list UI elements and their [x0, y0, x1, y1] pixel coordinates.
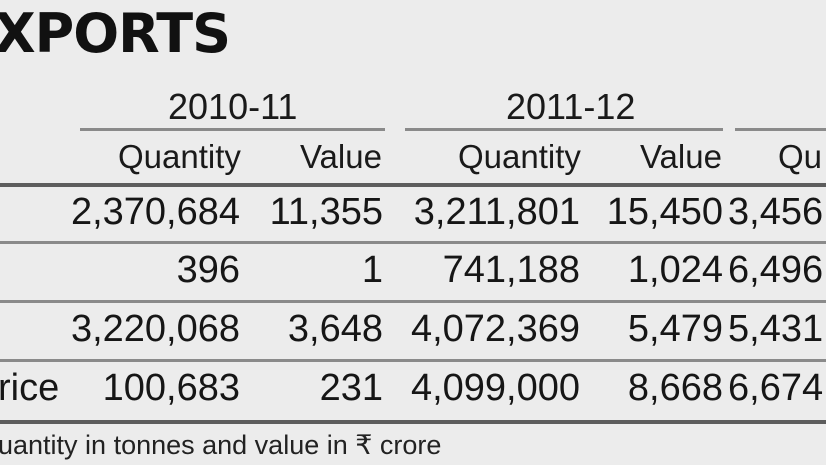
cell-val-2010-11: 231: [319, 367, 383, 409]
header-quantity-2010-11: Quantity: [118, 138, 241, 175]
cell-val-2010-11: 11,355: [269, 191, 383, 233]
table-bottom-rule: [0, 420, 826, 424]
cell-qty-2011-12: 3,211,801: [413, 191, 580, 233]
year-rule-2: [405, 128, 723, 131]
row-rule: [0, 300, 826, 303]
cell-qty-2011-12: 741,188: [442, 249, 580, 291]
cell-val-2011-12: 8,668: [627, 367, 723, 409]
cell-qty-next: 6,496: [728, 249, 824, 291]
header-quantity-2011-12: Quantity: [458, 138, 581, 175]
row-rule: [0, 241, 826, 244]
cell-val-2011-12: 5,479: [627, 308, 723, 350]
header-value-2011-12: Value: [640, 138, 722, 175]
cell-val-2010-11: 3,648: [287, 308, 383, 350]
cell-qty-2010-11: 3,220,068: [70, 308, 240, 350]
cell-qty-2011-12: 4,072,369: [410, 308, 580, 350]
header-rule: [0, 183, 826, 187]
year-rule-3: [735, 128, 826, 131]
cell-val-2011-12: 1,024: [627, 249, 723, 291]
year-heading-2011-12: 2011-12: [506, 86, 636, 127]
cell-qty-next: 3,456: [728, 191, 824, 233]
cell-qty-next: 6,674: [728, 367, 824, 409]
cell-qty-2011-12: 4,099,000: [410, 367, 580, 409]
cell-val-2011-12: 15,450: [606, 191, 723, 233]
header-quantity-partial: Qu: [778, 138, 823, 175]
row-rule: [0, 359, 826, 362]
page-title: XPORTS: [0, 2, 231, 65]
cell-qty-2010-11: 100,683: [102, 367, 240, 409]
row-label: rice: [0, 367, 60, 409]
year-rule-1: [80, 128, 385, 131]
cell-qty-next: 5,431: [728, 308, 824, 350]
header-value-2010-11: Value: [300, 138, 382, 175]
cell-qty-2010-11: 2,370,684: [70, 191, 240, 233]
year-heading-2010-11: 2010-11: [168, 86, 298, 127]
cell-val-2010-11: 1: [361, 249, 383, 291]
footnote: uantity in tonnes and value in ₹ crore: [0, 430, 442, 460]
cell-qty-2010-11: 396: [176, 249, 240, 291]
